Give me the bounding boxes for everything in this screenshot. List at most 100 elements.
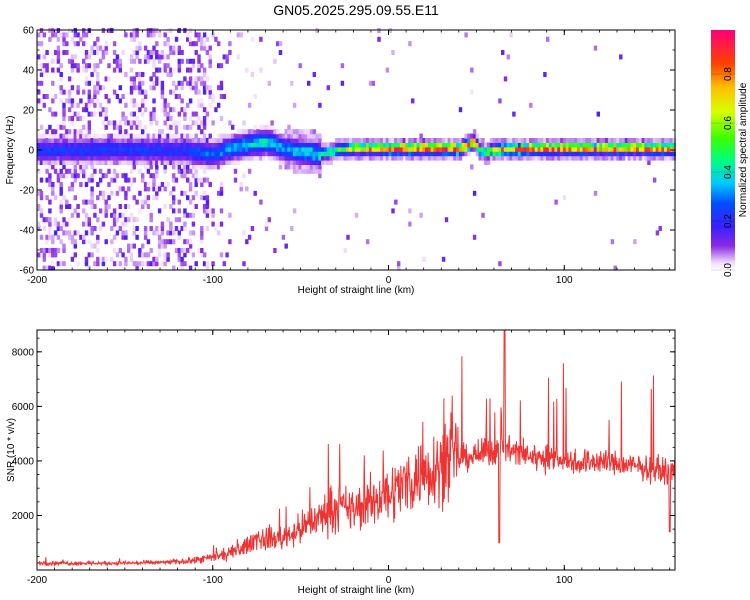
spectrogram-cell [200,36,204,42]
spectrogram-cell [239,142,243,148]
spectrogram-cell [669,146,674,152]
spectrogram-cell [408,208,412,214]
spectrogram-cell [65,146,69,152]
spectrogram-cell [143,58,148,64]
spectrogram-cell [205,226,210,231]
spectrogram-cell [129,182,134,187]
spectrogram-cell [613,151,617,157]
spectrogram-cell [141,177,145,183]
spectrogram-cell [48,182,52,187]
spectrogram-cell [650,146,654,152]
spectrogram-cell [79,234,83,240]
spectrogram-cell [619,151,623,157]
spectrogram-cell [610,151,615,157]
spectrogram-cell [647,146,651,152]
spectrogram-cell [652,142,657,148]
spectrogram-cell [124,230,128,236]
spectrogram-cell [186,155,190,161]
spectrogram-cell [245,186,249,192]
colorbar-tick-label: 0.8 [723,67,734,81]
spectrogram-cell [112,146,117,152]
spectrogram-cell [115,94,120,99]
spectrogram-cell [90,177,94,183]
spectrogram-cell [650,155,654,161]
spectrogram-cell [141,243,145,249]
spectrogram-cell [59,142,63,148]
spectrogram-cell [146,261,151,267]
spectrogram-cell [658,138,662,143]
spectrogram-cell [301,142,305,148]
spectrogram-cell [82,151,86,157]
spectrogram-cell [447,151,452,157]
spectrogram-cell [118,58,123,64]
spectrogram-cell [377,146,381,152]
spectrogram-cell [231,155,235,161]
spectrogram-cell [464,138,468,143]
spectrogram-cell [48,142,52,148]
spectrogram-cell [98,142,103,148]
spectrogram-cell [172,80,176,86]
y-tick-label: -60 [20,266,35,277]
spectrogram-cell [644,151,648,157]
spectrogram-cell [644,146,648,152]
spectrogram-cell [444,138,449,143]
spectrogram-cell [48,221,52,227]
spectrogram-cell [121,212,125,218]
spectrogram-cell [82,107,86,113]
spectrogram-cell [371,142,376,148]
spectrogram-cell [492,155,497,161]
spectrogram-cell [90,50,94,55]
spectrogram-cell [472,190,477,196]
spectrogram-cell [121,265,125,271]
spectrogram-cell [84,76,89,82]
spectrogram-cell [329,142,333,148]
spectrogram-cell [576,142,581,148]
spectrogram-cell [84,151,89,157]
spectrogram-cell [42,226,47,231]
colorbar-tick-label: 0.6 [723,116,734,130]
spectrogram-cell [118,151,123,157]
spectrogram-cell [169,155,173,161]
spectrogram-cell [205,164,210,170]
spectrogram-cell [143,252,148,258]
spectrogram-cell [292,151,297,157]
spectrogram-cell [312,155,317,161]
spectrogram-cell [67,160,72,165]
spectrogram-cell [121,94,125,99]
spectrogram-cell [160,85,165,91]
spectrogram-cell [638,142,643,148]
spectrogram-cell [67,94,72,99]
spectrogram-cell [84,50,89,55]
spectrogram-cell [262,142,266,148]
spectrogram-cell [87,199,92,205]
spectrogram-cell [194,155,198,161]
spectrogram-cell [231,160,235,165]
spectrogram-cell [450,142,454,148]
spectrogram-cell [576,155,581,161]
spectrogram-cell [537,138,542,143]
spectrogram-cell [467,146,471,152]
spectrogram-cell [59,186,63,192]
spectrogram-cell [115,142,120,148]
spectrogram-cell [636,142,640,148]
spectrogram-cell [326,151,331,157]
spectrogram-cell [132,50,137,55]
spectrogram-cell [231,151,235,157]
spectrogram-cell [132,155,137,161]
spectrogram-cell [267,155,272,161]
spectrogram-cell [245,146,249,152]
spectrogram-cell [478,138,482,143]
spectrogram-cell [191,120,196,126]
spectrogram-cell [118,133,123,139]
spectrogram-cell [53,230,58,236]
spectrogram-cell [562,138,567,143]
spectrogram-cell [141,111,145,117]
spectrogram-cell [138,252,142,258]
spectrogram-cell [236,155,241,161]
spectrogram-cell [222,133,227,139]
spectrogram-cell [340,63,345,69]
spectrogram-cell [124,190,128,196]
spectrogram-cell [163,133,167,139]
spectrogram-cell [172,155,176,161]
spectrogram-cell [39,41,44,47]
